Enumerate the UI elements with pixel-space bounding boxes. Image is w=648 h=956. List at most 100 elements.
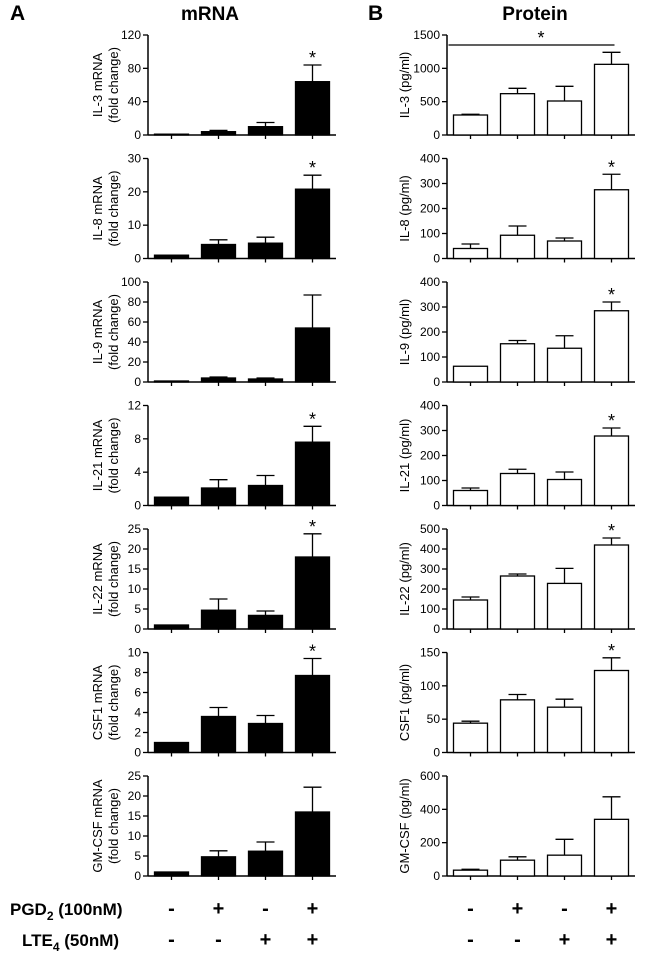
chart-1: 0 10 20 30 * IL-8 mRNA(fold change)	[90, 152, 336, 266]
bar	[452, 365, 489, 383]
condition-name-pgd2: PGD	[10, 900, 47, 919]
y-axis-label-line: IL-3 (pg/ml)	[397, 52, 412, 118]
condition-sign-lte4: +	[260, 929, 272, 951]
y-tick-label: 0	[134, 746, 141, 760]
bar	[452, 599, 489, 630]
y-axis-label: IL-9 (pg/ml)	[397, 299, 412, 365]
y-tick-label: 20	[128, 185, 142, 199]
bar	[200, 377, 237, 383]
y-tick-label: 30	[128, 152, 142, 166]
bar	[593, 544, 630, 630]
condition-sign-lte4: -	[467, 929, 474, 951]
y-axis-label: IL-8 (pg/ml)	[397, 175, 412, 241]
y-tick-label: 0	[134, 375, 141, 389]
y-tick-label: 500	[420, 522, 440, 536]
condition-sign-pgd2: +	[512, 898, 524, 920]
significance-star: *	[309, 48, 316, 68]
condition-row-lte4: LTE4 (50nM)	[22, 931, 119, 954]
y-axis-label-line: IL-21 mRNA	[90, 419, 105, 491]
y-axis-label-line: IL-9 mRNA	[90, 300, 105, 365]
y-tick-label: 40	[128, 335, 142, 349]
y-tick-label: 0	[134, 499, 141, 513]
significance-star: *	[608, 411, 615, 431]
y-tick-label: 100	[420, 350, 440, 364]
bar	[593, 310, 630, 383]
y-tick-label: 60	[128, 315, 142, 329]
significance-star: *	[608, 641, 615, 661]
y-axis-label-line: IL-3 mRNA	[90, 53, 105, 118]
y-axis-label: IL-21 (pg/ml)	[397, 419, 412, 493]
y-tick-label: 200	[420, 582, 440, 596]
y-tick-label: 0	[433, 622, 440, 636]
y-axis-label-line: (fold change)	[106, 541, 121, 617]
condition-label-pgd2: PGD2 (100nM)	[10, 900, 123, 923]
bar	[153, 254, 190, 260]
y-axis-label-line: CSF1 mRNA	[90, 665, 105, 740]
bar	[499, 699, 536, 754]
condition-subscript-lte4: 4	[53, 940, 60, 954]
bar	[153, 380, 190, 383]
y-tick-label: 100	[121, 275, 141, 289]
y-axis-label: IL-8 mRNA(fold change)	[90, 171, 121, 247]
y-tick-label: 1500	[413, 28, 440, 42]
bar	[546, 706, 583, 754]
y-tick-label: 40	[128, 95, 142, 109]
y-axis-label-line: (fold change)	[106, 665, 121, 741]
bar	[153, 496, 190, 507]
y-tick-label: 2	[134, 726, 141, 740]
chart-6: 0 5 10 15 20 25 GM-CSF mRNA(fold change)	[90, 769, 336, 883]
y-tick-label: 0	[433, 375, 440, 389]
y-axis-label-line: IL-21 (pg/ml)	[397, 419, 412, 493]
y-axis-label: IL-3 mRNA(fold change)	[90, 47, 121, 123]
bar	[247, 614, 284, 630]
bar	[294, 674, 331, 754]
condition-sign-pgd2: +	[213, 898, 225, 920]
y-tick-label: 0	[433, 746, 440, 760]
y-axis-label: IL-22 (pg/ml)	[397, 542, 412, 616]
bar	[452, 869, 489, 877]
y-axis-label: GM-CSF (pg/ml)	[397, 778, 412, 873]
y-axis-label-line: (fold change)	[106, 418, 121, 494]
y-axis-label-line: (fold change)	[106, 788, 121, 864]
y-tick-label: 200	[420, 836, 440, 850]
y-axis-label: IL-22 mRNA(fold change)	[90, 541, 121, 617]
bar	[499, 472, 536, 507]
y-axis-label-line: (fold change)	[106, 294, 121, 370]
y-axis-label: GM-CSF mRNA(fold change)	[90, 779, 121, 872]
y-tick-label: 300	[420, 562, 440, 576]
bar	[153, 133, 190, 136]
column-title-protein: Protein	[502, 4, 567, 25]
y-tick-label: 600	[420, 769, 440, 783]
bar	[153, 871, 190, 877]
bar	[294, 441, 331, 507]
y-tick-label: 10	[128, 582, 142, 596]
bar	[593, 669, 630, 754]
bar	[499, 343, 536, 383]
condition-sign-pgd2: -	[467, 898, 474, 920]
y-tick-label: 100	[420, 679, 440, 693]
condition-sign-lte4: -	[215, 929, 222, 951]
y-tick-label: 5	[134, 849, 141, 863]
y-tick-label: 10	[128, 218, 142, 232]
y-tick-label: 20	[128, 542, 142, 556]
condition-sign-pgd2: -	[561, 898, 568, 920]
y-axis-label: IL-21 mRNA(fold change)	[90, 418, 121, 494]
y-tick-label: 20	[128, 355, 142, 369]
y-tick-label: 300	[420, 300, 440, 314]
chart-4: 0 5 10 15 20 25 * IL-22 mRNA(fold change)	[90, 517, 336, 636]
bar	[247, 484, 284, 507]
bar	[499, 575, 536, 630]
bar	[153, 741, 190, 754]
condition-sign-lte4: +	[307, 929, 319, 951]
significance-star: *	[608, 285, 615, 305]
bar	[499, 234, 536, 260]
bar	[200, 131, 237, 136]
bar	[452, 489, 489, 507]
y-axis-label-line: IL-9 (pg/ml)	[397, 299, 412, 365]
column-title-mrna: mRNA	[181, 4, 239, 25]
y-tick-label: 100	[420, 227, 440, 241]
chart-5: 0 2 4 6 8 10 * CSF1 mRNA(fold change)	[90, 642, 336, 760]
y-tick-label: 150	[420, 646, 440, 660]
